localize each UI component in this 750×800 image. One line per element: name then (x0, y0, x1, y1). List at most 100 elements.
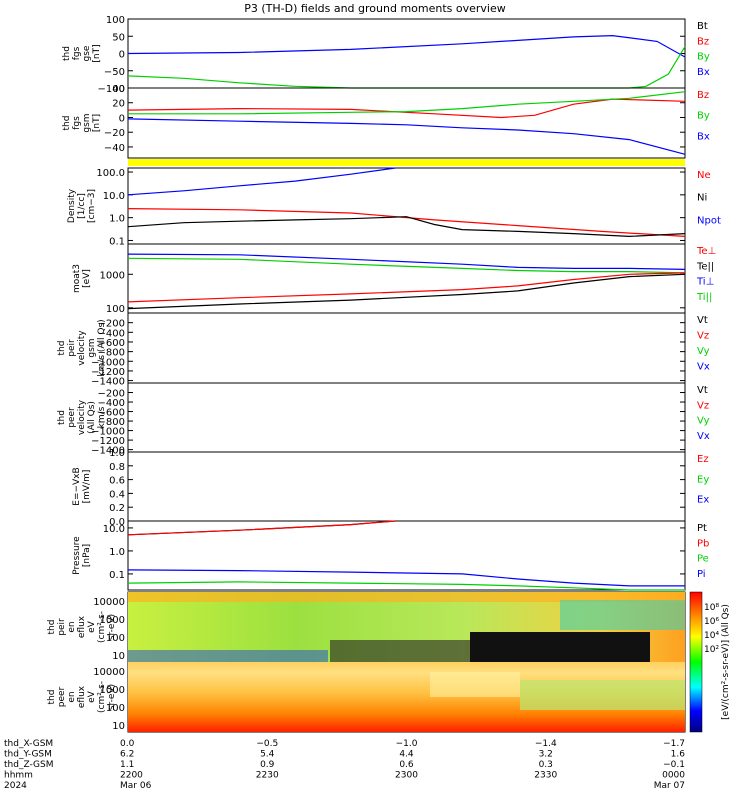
peer_eflux-ytick-label: 1000 (100, 685, 125, 696)
peir_velocity-ytick-label: −1200 (91, 367, 125, 378)
fgs_gsm-legend-1: By (697, 111, 710, 122)
temperature-legend-2: Ti⊥ (696, 277, 714, 288)
peer_velocity-ytick-label: −400 (98, 398, 125, 409)
efield-ytick-label: 0.0 (109, 517, 125, 528)
pressure-series-Pb (127, 520, 396, 536)
fgs_gsm-ylabel: gsm (82, 113, 92, 132)
efield-legend-0: Ez (697, 454, 709, 465)
peer_eflux-ylabel: thd (47, 690, 57, 705)
peir_velocity-ylabel: peir (67, 339, 77, 357)
xaxis-value: Mar 07 (654, 781, 685, 791)
peir_velocity-ylabel: km/s (All Qs) (97, 319, 107, 376)
xaxis-value: 1.1 (120, 760, 134, 770)
xaxis-row-label: 2024 (4, 781, 27, 791)
fgs_gse-legend-2: By (697, 52, 710, 63)
peir_velocity-ytick-label: −800 (98, 348, 125, 359)
figure-title: P3 (TH-D) fields and ground moments over… (244, 2, 506, 15)
fgs_gse-ytick-label: 100 (106, 15, 125, 26)
peir_velocity-ytick-label: −200 (98, 319, 125, 330)
colorbar-tick: 10⁸ (704, 603, 719, 613)
pressure-series-Pi (127, 569, 685, 587)
peir_velocity-ylabel: thd (57, 341, 67, 356)
peir_velocity-legend-3: Vx (697, 362, 710, 373)
fgs_gse-legend-0: Bt (697, 21, 708, 32)
fgs_gsm-legend-0: Bz (697, 90, 709, 101)
fgs_gsm-ylabel: [nT] (92, 114, 102, 132)
efield-legend-2: Ex (697, 495, 709, 506)
efield-ytick-label: 1.0 (109, 448, 125, 459)
pressure-ylabel: [nPa] (82, 544, 92, 567)
density-series-Ne (127, 208, 686, 237)
peir_velocity-legend-2: Vy (697, 346, 710, 357)
pressure-legend-2: Pe (697, 554, 709, 565)
peer_eflux-ytick-label: 100 (106, 703, 125, 714)
fgs_gsm-series-Bz (127, 98, 686, 119)
colorbar (689, 591, 703, 733)
colorbar-label: [eV/(cm²-s-sr-eV)] (All Qs) (721, 604, 731, 720)
peer_eflux-ylabel: sr-eV) (107, 684, 117, 710)
fgs_gsm-ytick-label: 20 (112, 99, 125, 110)
peir_velocity-ytick-label: −400 (98, 328, 125, 339)
temperature-legend-1: Te|| (696, 261, 714, 272)
pressure-ylabel: Pressure (72, 536, 82, 575)
fgs_gse-ytick-label: 50 (112, 32, 125, 43)
density-legend-0: Ne (697, 170, 711, 181)
xaxis-row-label: thd_Y-GSM (4, 750, 52, 760)
pressure-ytick-label: 0.1 (109, 570, 125, 581)
fgs_gse-ytick-label: −100 (98, 84, 125, 95)
fgs_gse-frame (127, 18, 686, 89)
colorbar-tick: 10⁴ (704, 631, 719, 641)
fgs_gsm-ylabel: thd (62, 116, 72, 131)
peer_eflux-ylabel: eflux (77, 685, 87, 708)
xaxis-value: −1.7 (663, 739, 685, 749)
fgs_gse-ylabel: [nT] (92, 44, 102, 62)
fgs_gsm-ytick-label: −40 (104, 143, 125, 154)
temperature-ylabel: moat3 (72, 264, 82, 293)
pressure-legend-1: Pb (697, 538, 709, 549)
colorbar-tick: 10² (704, 645, 719, 655)
peir_eflux-ytick-label: 1000 (100, 615, 125, 626)
xaxis-value: 1.6 (671, 750, 686, 760)
peer_eflux-ylabel: eV (87, 690, 97, 703)
fgs_gse-ylabel: thd (62, 46, 72, 61)
peer_eflux-ytick-label: 10 (112, 721, 125, 732)
density-ytick-label: 100.0 (96, 168, 125, 179)
efield-ytick-label: 0.4 (109, 489, 125, 500)
peer_velocity-ylabel: km/s (97, 406, 107, 428)
density-ytick-label: 10.0 (103, 191, 125, 202)
peir_eflux-ytick-label: 10000 (93, 597, 125, 608)
peer_velocity-legend-0: Vt (697, 385, 708, 396)
efield-ytick-label: 0.8 (109, 462, 125, 473)
peir_velocity-ytick-label: −1400 (91, 377, 125, 388)
peir_eflux-ylabel: thd (47, 620, 57, 635)
density-series-Ni (127, 216, 686, 238)
peer_velocity-ylabel: velocity (77, 399, 87, 435)
xaxis-value: 2200 (120, 771, 143, 781)
colorbar-tick: 10⁶ (704, 617, 719, 627)
pressure-ytick-label: 1.0 (109, 547, 125, 558)
peir_eflux-ylabel: peir (57, 618, 67, 636)
efield-ytick-label: 0.2 (109, 503, 125, 514)
xaxis-value: 0.9 (260, 760, 275, 770)
peir_eflux-ytick-label: 100 (106, 633, 125, 644)
temperature-series-Te⊥ (127, 272, 686, 303)
peir_eflux-ylabel: eV (87, 620, 97, 633)
peer_eflux-ylabel: peer (57, 686, 67, 707)
fgs_gse-legend-3: Bx (697, 67, 710, 78)
peer_velocity-legend-3: Vx (697, 431, 710, 442)
peir_velocity-ylabel: velocity (77, 330, 87, 366)
density-ylabel: Density (67, 188, 77, 223)
fgs_gse-ytick-label: 0 (119, 50, 125, 61)
fgs_gsm-ytick-label: 40 (112, 84, 125, 95)
peir_eflux-ylabel: sr-eV) (107, 614, 117, 640)
fgs_gse-legend-1: Bz (697, 36, 709, 47)
peir_eflux-ytick-label: 10 (112, 651, 125, 662)
pressure-legend-3: Pi (697, 569, 706, 580)
xaxis-value: 2300 (395, 771, 418, 781)
xaxis-value: 2330 (534, 771, 557, 781)
temperature-ytick-label: 1000 (100, 270, 125, 281)
density-ylabel: [1/cc] (77, 193, 87, 219)
peer_velocity-ylabel: thd (57, 410, 67, 425)
efield-ylabel: E=−VxB (72, 467, 82, 505)
efield-frame (127, 451, 686, 522)
